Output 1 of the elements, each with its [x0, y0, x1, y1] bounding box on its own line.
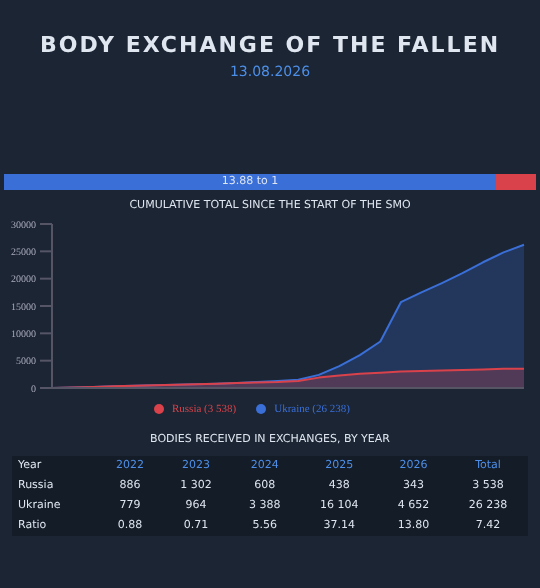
text: BODY EXCHANGE OF THE FALLEN: [37, 32, 503, 58]
